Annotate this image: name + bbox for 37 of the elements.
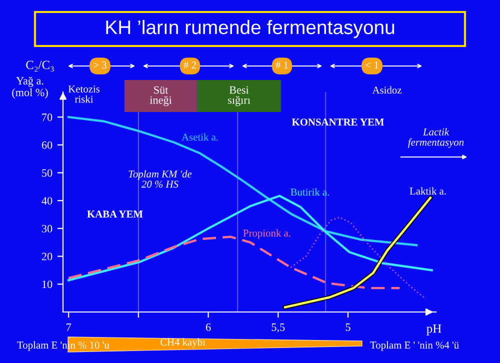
text: Toplam E ' 'nin %4 'ü	[370, 341, 459, 351]
annotation: Asidoz	[372, 86, 402, 94]
text: > 3	[94, 62, 106, 69]
y-tick-label: 70	[42, 114, 52, 122]
text: C₂/C₃	[26, 60, 54, 72]
y-tick-label: 40	[42, 197, 52, 205]
annotation: Laktik a.	[410, 187, 446, 195]
x-tick-label: 5,5	[272, 324, 285, 333]
y-tick-label: 30	[42, 224, 52, 232]
y-tick-label: 50	[42, 169, 52, 177]
line-series	[290, 216, 426, 299]
text: CH4 kaybı	[160, 338, 206, 348]
text: # 1	[276, 62, 288, 69]
y-axis-title: Yağ a. (mol %)	[12, 76, 48, 98]
text: Toplam E 'nin % 10 'u	[17, 341, 110, 351]
x-axis-title: pH	[426, 324, 442, 336]
y-tick-label: 60	[42, 141, 52, 149]
band-label: Süt ineği	[150, 86, 172, 106]
annotation: Propionk a.	[243, 229, 290, 239]
annotation: KONSANTRE YEM	[292, 118, 384, 126]
chart-title: KH ’ların rumende fermentasyonu	[106, 20, 394, 38]
line-series	[283, 196, 432, 310]
annotation: Asetik a.	[182, 133, 218, 141]
annotation: KABA YEM	[87, 210, 143, 218]
annotation: Toplam KM 'de 20 % HS	[128, 170, 192, 188]
band-label: Besi sığırı	[228, 86, 250, 106]
x-tick-label: 5	[346, 324, 350, 331]
x-tick-label: 7	[66, 324, 72, 331]
y-tick-label: 10	[42, 280, 52, 288]
text: < 1	[366, 62, 378, 69]
text: # 2	[184, 62, 196, 69]
line-series	[67, 194, 433, 282]
x-tick-label: 6	[206, 323, 211, 331]
y-tick-label: 20	[42, 252, 52, 260]
annotation: Ketozis riski	[68, 86, 100, 103]
annotation: Butirik a.	[290, 188, 329, 196]
annotation: Lactik fermentasyon	[408, 128, 464, 148]
